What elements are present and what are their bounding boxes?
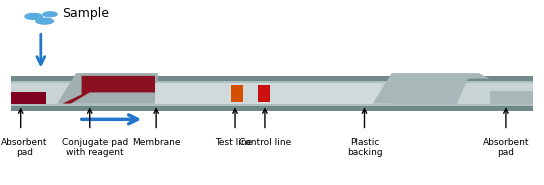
- Bar: [11, 76, 533, 111]
- Polygon shape: [28, 18, 40, 20]
- Bar: [11, 81, 533, 106]
- Polygon shape: [57, 73, 158, 104]
- Bar: [392, 83, 457, 104]
- Text: Plastic
backing: Plastic backing: [347, 138, 382, 157]
- Text: Membrane: Membrane: [132, 138, 181, 147]
- Polygon shape: [39, 22, 51, 24]
- Text: Absorbent
pad: Absorbent pad: [483, 138, 529, 157]
- Bar: [490, 91, 533, 104]
- Circle shape: [43, 12, 57, 17]
- Bar: [231, 85, 243, 102]
- Text: Sample: Sample: [63, 7, 109, 20]
- Bar: [258, 85, 270, 102]
- Circle shape: [25, 14, 42, 19]
- Polygon shape: [373, 73, 490, 104]
- Text: Absorbent
pad: Absorbent pad: [1, 138, 48, 157]
- Polygon shape: [45, 15, 55, 17]
- Bar: [11, 92, 46, 104]
- Text: Conjugate pad
with reagent: Conjugate pad with reagent: [62, 138, 128, 157]
- Bar: [11, 83, 533, 104]
- Text: Test line: Test line: [215, 138, 252, 147]
- Bar: [155, 83, 381, 104]
- Text: Control line: Control line: [239, 138, 291, 147]
- Circle shape: [36, 18, 53, 24]
- Polygon shape: [46, 76, 155, 104]
